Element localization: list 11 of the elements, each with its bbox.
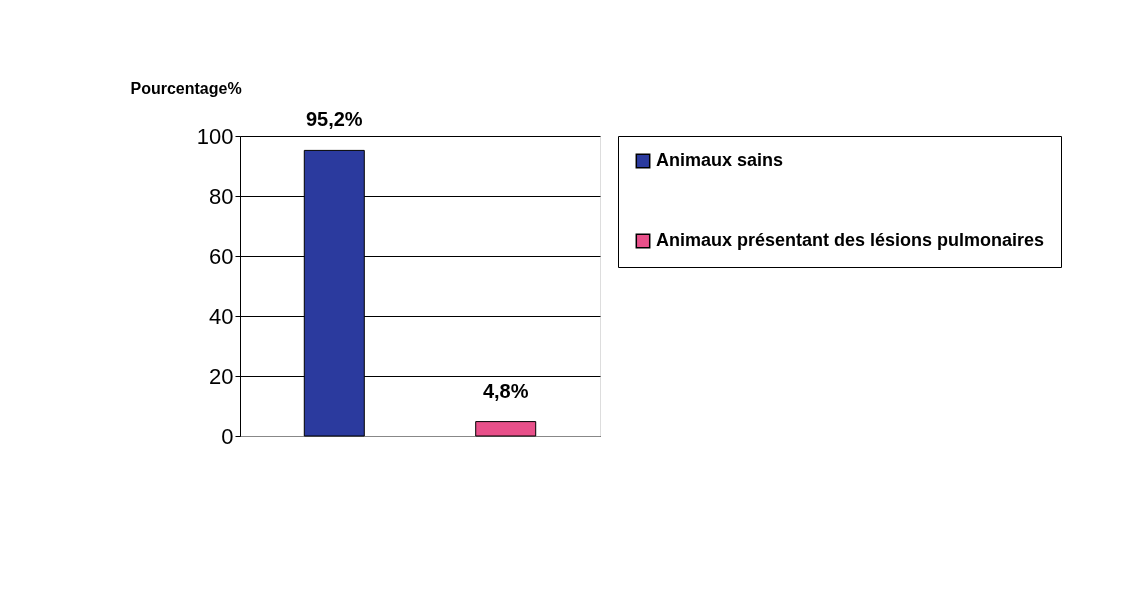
y-tick-label: 40 [209,303,234,329]
y-axis-title: Pourcentage% [130,79,242,97]
legend-label: Animaux présentant des lésions pulmonaires [656,230,1045,250]
y-tick-label: 100 [196,123,234,149]
y-tick-label: 80 [209,183,234,209]
y-tick-label: 20 [209,363,234,389]
y-tick-label: 60 [209,243,234,269]
data-label: 95,2% [305,108,363,131]
y-tick-label: 0 [221,423,234,449]
legend-label: Animaux sains [656,150,784,170]
data-label: 4,8% [482,379,529,402]
